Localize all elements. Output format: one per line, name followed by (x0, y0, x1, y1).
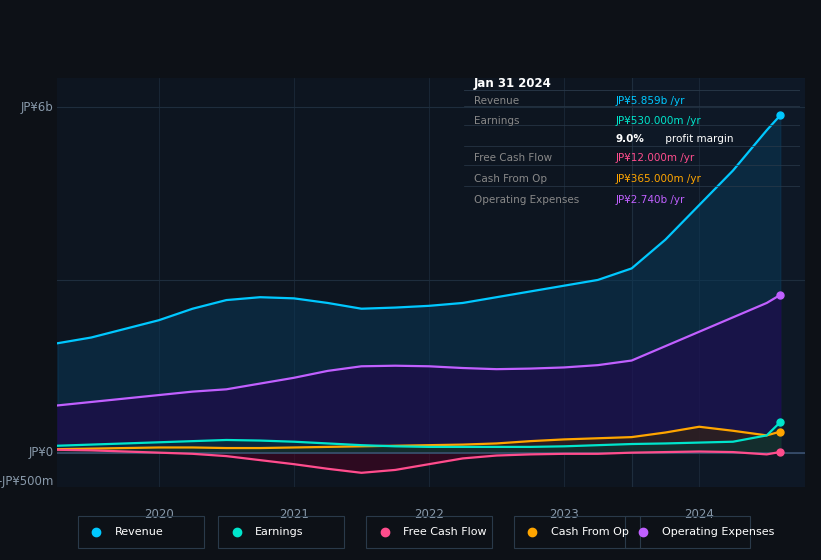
Bar (631, 78, 821, 487)
Text: Earnings: Earnings (474, 116, 520, 127)
Text: 2022: 2022 (414, 507, 444, 521)
Text: Free Cash Flow: Free Cash Flow (474, 153, 552, 163)
Text: JP¥530.000m /yr: JP¥530.000m /yr (616, 116, 701, 127)
Text: Earnings: Earnings (255, 527, 304, 537)
Text: JP¥0: JP¥0 (29, 446, 53, 459)
Text: Jan 31 2024: Jan 31 2024 (474, 77, 552, 90)
Text: 2024: 2024 (684, 507, 714, 521)
Text: JP¥5.859b /yr: JP¥5.859b /yr (616, 96, 685, 106)
Text: Operating Expenses: Operating Expenses (474, 195, 579, 204)
Text: Cash From Op: Cash From Op (551, 527, 629, 537)
Text: JP¥365.000m /yr: JP¥365.000m /yr (616, 174, 701, 184)
Text: Operating Expenses: Operating Expenses (662, 527, 774, 537)
Text: 2020: 2020 (144, 507, 174, 521)
Text: JP¥2.740b /yr: JP¥2.740b /yr (616, 195, 685, 204)
Text: 9.0%: 9.0% (616, 134, 644, 144)
Text: Free Cash Flow: Free Cash Flow (403, 527, 487, 537)
Text: profit margin: profit margin (663, 134, 734, 144)
Text: -JP¥500m: -JP¥500m (0, 475, 53, 488)
Text: 2023: 2023 (549, 507, 579, 521)
Text: Revenue: Revenue (115, 527, 163, 537)
Text: Revenue: Revenue (474, 96, 519, 106)
Text: JP¥6b: JP¥6b (21, 101, 53, 114)
Text: Cash From Op: Cash From Op (474, 174, 547, 184)
Text: 2021: 2021 (279, 507, 309, 521)
Text: JP¥12.000m /yr: JP¥12.000m /yr (616, 153, 695, 163)
